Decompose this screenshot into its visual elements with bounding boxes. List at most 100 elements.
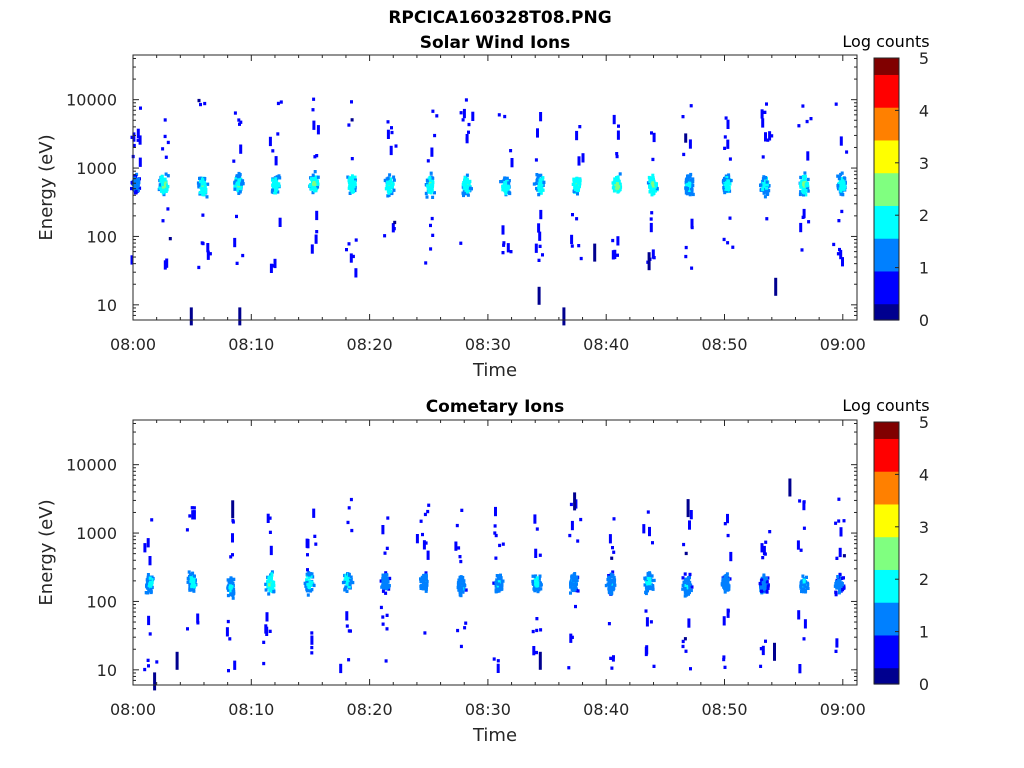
data-cell: [648, 584, 651, 588]
data-cell: [539, 209, 543, 220]
data-cell: [763, 552, 767, 556]
data-cell: [646, 181, 650, 185]
data-cell: [763, 195, 767, 199]
data-cell: [351, 254, 355, 259]
data-cell: [839, 249, 843, 260]
colorbar-swatch: [874, 78, 899, 84]
data-cell: [689, 104, 693, 108]
colorbar-swatch: [874, 450, 899, 456]
data-cell: [686, 499, 690, 518]
data-cell: [761, 645, 765, 656]
data-cell: [229, 555, 233, 559]
data-cell: [492, 581, 496, 585]
data-cell: [723, 146, 727, 150]
data-cell: [503, 179, 507, 183]
colorbar-swatch: [874, 524, 899, 530]
data-cell: [233, 660, 237, 670]
colorbar-swatch: [874, 647, 899, 652]
data-cell: [725, 176, 729, 180]
data-cell: [652, 664, 656, 668]
data-cell: [505, 176, 509, 180]
data-cell: [345, 589, 349, 593]
data-cell: [765, 182, 769, 186]
data-cell: [459, 585, 463, 589]
data-cell: [503, 185, 507, 189]
colorbar-swatch: [874, 622, 899, 628]
data-cell: [429, 191, 433, 195]
x-tick-label: 08:40: [583, 335, 629, 354]
data-cell: [688, 520, 691, 530]
panel-title: Cometary Ions: [426, 397, 565, 417]
colorbar-swatch: [874, 634, 899, 640]
data-cell: [534, 158, 538, 162]
data-cell: [138, 186, 142, 190]
x-tick-label: 08:50: [701, 335, 747, 354]
data-cell: [420, 578, 424, 582]
data-cell: [237, 171, 241, 176]
data-cell: [175, 651, 179, 670]
data-cell: [426, 159, 430, 163]
data-cell: [189, 307, 193, 326]
data-cell: [148, 632, 152, 636]
data-cell: [273, 187, 277, 191]
data-cell: [506, 243, 510, 253]
data-cell: [652, 187, 656, 191]
colorbar-swatch: [874, 507, 899, 513]
colorbar-swatch: [874, 270, 899, 276]
colorbar-swatch: [874, 303, 899, 309]
data-cell: [235, 174, 239, 178]
data-cell: [192, 510, 196, 514]
data-cell: [146, 573, 150, 577]
data-cell: [842, 519, 846, 523]
data-cell: [802, 500, 806, 504]
data-cell: [653, 185, 657, 189]
data-cell: [727, 187, 731, 192]
data-cell: [269, 545, 273, 556]
data-cell: [683, 580, 687, 585]
data-cell: [305, 587, 309, 591]
data-cell: [835, 556, 839, 560]
data-cell: [310, 631, 314, 635]
data-cell: [572, 573, 576, 577]
data-cell: [538, 244, 542, 248]
data-cell: [645, 580, 649, 584]
data-cell: [498, 543, 502, 548]
data-cell: [162, 192, 166, 197]
data-cell: [539, 173, 543, 177]
data-cell: [840, 181, 844, 185]
data-cell: [581, 153, 585, 163]
data-cell: [186, 580, 190, 584]
data-cell: [687, 618, 691, 628]
data-cell: [834, 521, 838, 525]
data-cell: [271, 586, 275, 590]
data-cell: [236, 188, 240, 193]
data-cell: [305, 580, 309, 585]
data-cell: [569, 582, 573, 586]
data-cell: [575, 578, 579, 582]
data-cell: [275, 175, 279, 179]
data-cell: [463, 186, 467, 190]
data-cell: [305, 578, 309, 582]
colorbar-swatch: [874, 315, 899, 321]
data-cell: [652, 578, 656, 583]
data-cell: [350, 528, 354, 533]
data-cell: [503, 114, 507, 119]
data-cell: [838, 578, 841, 582]
data-cell: [386, 179, 390, 184]
data-cell: [459, 241, 463, 245]
colorbar-swatch: [874, 135, 899, 141]
colorbar-swatch: [874, 581, 899, 587]
data-cell: [160, 175, 164, 179]
colorbar-swatch: [874, 98, 899, 104]
data-cell: [464, 188, 468, 192]
colorbar-swatch: [874, 671, 899, 677]
data-cell: [265, 626, 269, 636]
data-cell: [649, 217, 653, 221]
data-cell: [271, 188, 274, 192]
data-cell: [651, 157, 655, 162]
data-cell: [132, 132, 136, 142]
colorbar-swatch: [874, 467, 899, 472]
data-cell: [538, 231, 542, 241]
data-cell: [573, 585, 577, 590]
data-cell: [383, 551, 387, 555]
